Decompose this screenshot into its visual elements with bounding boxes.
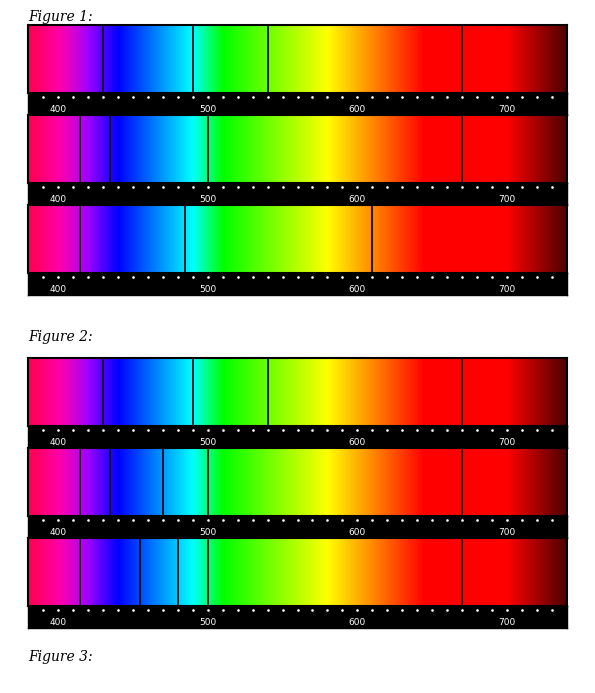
Text: 500: 500 — [199, 528, 217, 537]
Text: Figure 3:: Figure 3: — [28, 650, 93, 664]
Text: 500: 500 — [199, 285, 217, 294]
Text: 700: 700 — [499, 105, 516, 114]
Text: 500: 500 — [199, 438, 217, 447]
Text: 600: 600 — [349, 105, 366, 114]
Text: 600: 600 — [349, 528, 366, 537]
Text: 700: 700 — [499, 438, 516, 447]
Text: 700: 700 — [499, 618, 516, 627]
Text: 500: 500 — [199, 618, 217, 627]
Text: Figure 2:: Figure 2: — [28, 330, 93, 344]
Text: 400: 400 — [49, 438, 67, 447]
Text: 500: 500 — [199, 195, 217, 204]
Text: 700: 700 — [499, 195, 516, 204]
Text: 700: 700 — [499, 285, 516, 294]
Text: 600: 600 — [349, 195, 366, 204]
Text: 400: 400 — [49, 285, 67, 294]
Text: 400: 400 — [49, 105, 67, 114]
Text: 400: 400 — [49, 528, 67, 537]
Text: 600: 600 — [349, 618, 366, 627]
Text: 500: 500 — [199, 105, 217, 114]
Text: 400: 400 — [49, 195, 67, 204]
Text: 600: 600 — [349, 438, 366, 447]
Text: 700: 700 — [499, 528, 516, 537]
Text: Figure 1:: Figure 1: — [28, 10, 93, 24]
Text: 600: 600 — [349, 285, 366, 294]
Text: 400: 400 — [49, 618, 67, 627]
